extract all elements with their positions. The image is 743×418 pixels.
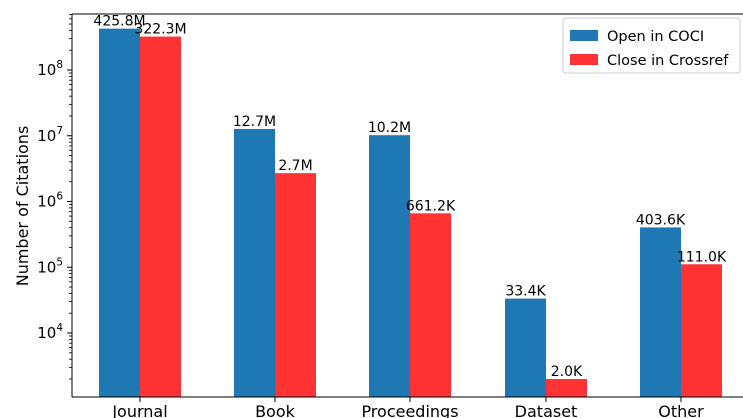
data-label: 2.7M bbox=[278, 158, 312, 174]
data-labels-layer: 425.8M 12.7M 10.2M 33.4K 403.6K 322.3M 2.7M 661… bbox=[93, 14, 727, 380]
x-tick-label-dataset: Dataset bbox=[515, 402, 578, 418]
bar-book-open-in-coci bbox=[234, 128, 275, 397]
bar-journal-close-in-crossref bbox=[140, 36, 181, 398]
bar-proceedings-close-in-crossref bbox=[410, 213, 451, 397]
x-tick-label-proceedings: Proceedings bbox=[361, 402, 458, 418]
data-label: 425.8M bbox=[93, 14, 145, 30]
x-tick-label-journal: Journal bbox=[111, 402, 167, 418]
y-tick-label: 106 bbox=[37, 191, 63, 211]
data-label: 661.2K bbox=[406, 198, 456, 214]
legend-box bbox=[562, 17, 741, 74]
legend: Open in COCI Close in Crossref bbox=[562, 17, 741, 74]
bar-other-close-in-crossref bbox=[681, 264, 722, 397]
y-axis-title: Number of Citations bbox=[13, 126, 32, 287]
bar-dataset-close-in-crossref bbox=[546, 378, 587, 397]
data-label: 111.0K bbox=[677, 249, 727, 265]
x-tick-label-book: Book bbox=[255, 402, 296, 418]
legend-swatch bbox=[570, 30, 598, 41]
bar-journal-open-in-coci bbox=[99, 28, 140, 397]
bar-other-open-in-coci bbox=[640, 227, 681, 397]
data-label: 2.0K bbox=[551, 364, 583, 380]
bar-dataset-open-in-coci bbox=[505, 298, 546, 397]
bar-proceedings-open-in-coci bbox=[369, 135, 410, 397]
axes-layer: 104 105 106 107 108 Journal Book Proceedings Dat… bbox=[37, 13, 743, 418]
y-tick-label: 108 bbox=[37, 59, 63, 79]
data-label: 403.6K bbox=[636, 212, 686, 228]
data-label: 10.2M bbox=[368, 120, 411, 136]
bars-layer bbox=[99, 28, 722, 398]
data-label: 322.3M bbox=[134, 22, 186, 38]
y-tick-label: 104 bbox=[37, 322, 63, 342]
legend-label: Open in COCI bbox=[607, 29, 704, 45]
x-tick-label-other: Other bbox=[658, 402, 704, 418]
legend-label: Close in Crossref bbox=[607, 53, 729, 69]
bar-book-close-in-crossref bbox=[275, 173, 316, 397]
y-tick-label: 105 bbox=[37, 256, 63, 276]
legend-swatch bbox=[570, 54, 598, 65]
data-label: 12.7M bbox=[233, 114, 276, 130]
y-tick-label: 107 bbox=[37, 125, 63, 145]
data-label: 33.4K bbox=[505, 284, 546, 300]
